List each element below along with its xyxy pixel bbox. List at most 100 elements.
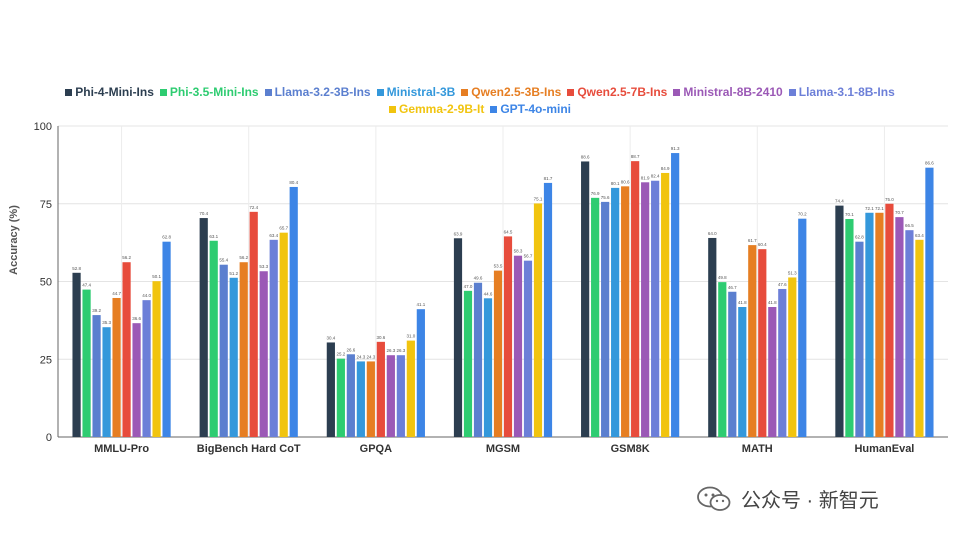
bar-value-label: 24.3: [356, 354, 365, 359]
bar: [152, 281, 161, 437]
bar: [102, 327, 111, 437]
bar-value-label: 47.6: [778, 282, 787, 287]
bar: [72, 272, 81, 437]
bars: [72, 153, 934, 438]
x-tick-label: MMLU-Pro: [94, 443, 149, 455]
bar: [82, 289, 91, 437]
bar: [453, 238, 463, 437]
bar: [142, 300, 151, 437]
bar-value-label: 41.1: [416, 302, 425, 307]
legend-swatch: [461, 89, 469, 96]
legend-item: Ministral-3B: [376, 84, 456, 101]
bar: [718, 282, 727, 437]
bar: [778, 288, 787, 437]
bar-value-label: 70.7: [895, 210, 904, 215]
bar-value-label: 63.9: [454, 231, 463, 236]
bar-value-label: 49.8: [718, 275, 727, 280]
legend-label: Llama-3.2-3B-Ins: [274, 85, 371, 99]
bar: [259, 271, 268, 437]
bar-value-label: 82.4: [651, 174, 660, 179]
bar: [885, 203, 894, 437]
bar-value-label: 50.1: [152, 274, 161, 279]
bar-value-label: 88.6: [581, 154, 590, 159]
bar-value-label: 86.6: [925, 161, 934, 166]
bar: [199, 218, 208, 437]
bar: [336, 358, 345, 437]
bar: [651, 180, 660, 437]
legend-item: Qwen2.5-3B-Ins: [461, 84, 561, 101]
y-tick-label: 100: [34, 121, 52, 133]
legend-label: Ministral-3B: [386, 85, 456, 99]
axes: 0 25 50 75 100 MMLU-Pro BigBench Hard CoT GPQA M…: [34, 121, 948, 455]
bar: [269, 239, 278, 437]
bar: [543, 182, 553, 437]
bar-value-label: 75.1: [534, 196, 543, 201]
bar-value-label: 81.7: [544, 176, 553, 181]
bar: [621, 186, 630, 437]
legend-swatch: [673, 89, 681, 96]
bar-value-label: 58.3: [514, 249, 523, 254]
bar: [356, 361, 365, 437]
bar-value-label: 39.2: [92, 308, 101, 313]
bar: [239, 262, 248, 437]
bar-value-label: 35.3: [102, 320, 111, 325]
bar: [493, 270, 503, 437]
bar-value-label: 66.5: [905, 223, 914, 228]
data-labels: 52.8 47.4 39.2 35.3 44.7 56.2 36.6 44.0 50.1 62.8…: [72, 146, 934, 359]
bar-value-label: 53.5: [494, 264, 503, 269]
bar-value-label: 62.8: [855, 235, 864, 240]
bar-value-label: 31.0: [406, 334, 415, 339]
bar-value-label: 26.3: [386, 348, 395, 353]
bar: [326, 342, 335, 437]
legend-item: Llama-3.2-3B-Ins: [264, 84, 371, 101]
y-tick-label: 25: [40, 354, 52, 366]
y-tick-label: 50: [40, 277, 52, 289]
legend-swatch: [567, 89, 575, 96]
bar-value-label: 65.7: [279, 226, 288, 231]
bar-value-label: 72.1: [865, 206, 874, 211]
bar-value-label: 55.4: [219, 258, 228, 263]
bar: [611, 187, 620, 437]
legend-swatch: [388, 106, 396, 113]
x-tick-label: GPQA: [360, 443, 392, 455]
bar: [162, 241, 171, 437]
legend-label: Phi-4-Mini-Ins: [75, 85, 154, 99]
bar: [895, 217, 904, 437]
bar: [229, 277, 238, 437]
bar: [601, 201, 610, 437]
bar-value-label: 25.2: [336, 352, 345, 357]
bar: [728, 291, 737, 437]
bar: [473, 282, 483, 437]
bar-value-label: 70.1: [845, 212, 854, 217]
bar-value-label: 80.1: [611, 181, 620, 186]
bar: [758, 249, 767, 437]
bar: [346, 354, 355, 437]
bar-value-label: 30.6: [376, 335, 385, 340]
legend-item: Gemma-2-9B-It: [388, 101, 484, 118]
bar: [591, 197, 600, 437]
bar-value-label: 46.7: [728, 285, 737, 290]
bar: [463, 290, 473, 437]
legend-swatch: [788, 89, 796, 96]
bar-value-label: 72.4: [249, 205, 258, 210]
bar-value-label: 30.4: [326, 335, 335, 340]
bar-value-label: 41.8: [738, 300, 747, 305]
legend-swatch: [376, 89, 384, 96]
bar: [671, 153, 680, 437]
bar-value-label: 80.6: [621, 179, 630, 184]
bar: [925, 167, 934, 437]
bar: [748, 245, 757, 437]
legend-item: Ministral-8B-2410: [673, 84, 783, 101]
bar-value-label: 49.6: [474, 276, 483, 281]
bar-value-label: 88.7: [631, 154, 640, 159]
watermark-text: 公众号 · 新智元: [741, 490, 879, 512]
bar: [708, 237, 717, 437]
bar-value-label: 70.2: [798, 212, 807, 217]
legend-label: Llama-3.1-8B-Ins: [798, 85, 895, 99]
bar: [835, 205, 844, 437]
bar-value-label: 51.3: [788, 270, 797, 275]
bar-value-label: 84.9: [661, 166, 670, 171]
legend-label: Qwen2.5-3B-Ins: [471, 85, 562, 99]
bar-value-label: 44.6: [484, 291, 493, 296]
